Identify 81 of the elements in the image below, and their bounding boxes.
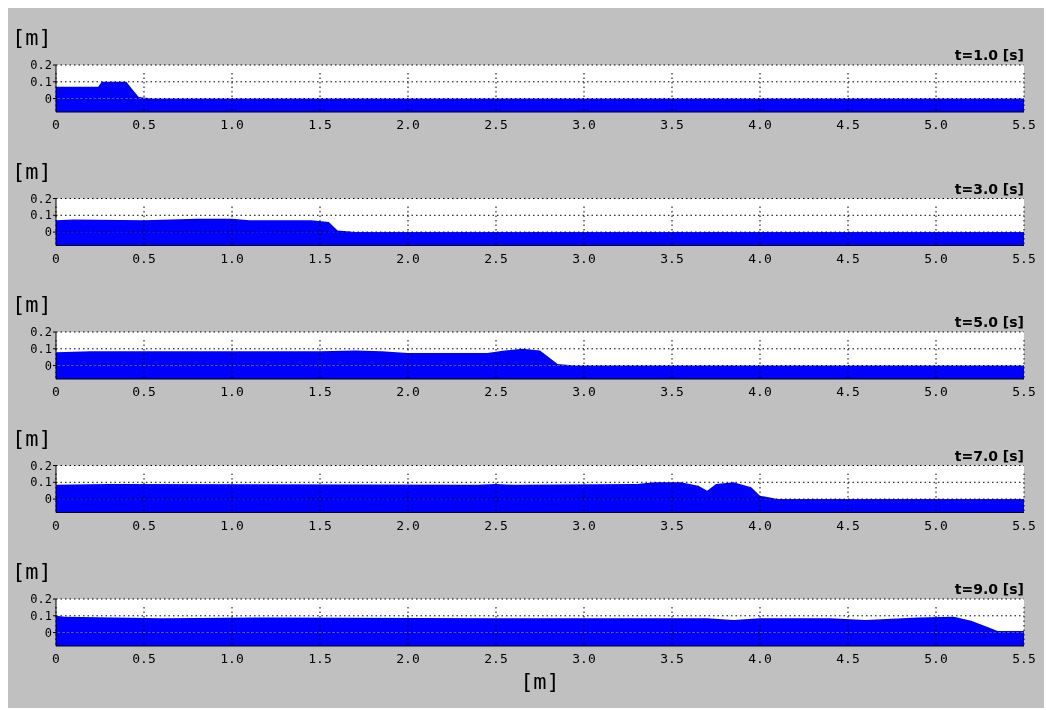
x-tick-label: 5.0 (924, 651, 948, 666)
x-axis-title: [m] (520, 669, 560, 694)
y-tick-label: 0.2 (30, 191, 52, 206)
x-tick-label: 2.0 (396, 384, 420, 399)
x-tick-label: 4.5 (836, 384, 860, 399)
x-tick-label: 1.0 (220, 517, 244, 533)
y-tick-label: 0 (44, 492, 52, 507)
x-tick-label: 3.5 (660, 651, 684, 666)
x-tick-label: 4.5 (836, 117, 860, 132)
x-tick-label: 3.5 (660, 517, 684, 533)
x-tick-label: 2.5 (484, 384, 508, 399)
x-tick-label: 1.5 (308, 517, 332, 533)
x-tick-label: 5.0 (924, 517, 948, 533)
y-tick-label: 0.1 (30, 608, 52, 623)
x-tick-label: 5.5 (1012, 250, 1036, 266)
x-tick-label: 5.0 (924, 384, 948, 399)
x-tick-label: 5.0 (924, 250, 948, 266)
x-tick-label: 5.5 (1012, 117, 1036, 132)
y-tick-label: 0 (44, 91, 52, 106)
chart-title: t=5.0 [s] (954, 314, 1024, 330)
x-tick-label: 0.5 (132, 517, 156, 533)
x-tick-label: 5.5 (1012, 517, 1036, 533)
x-tick-label: 3.0 (572, 517, 596, 533)
y-tick-label: 0.2 (30, 458, 52, 473)
x-tick-label: 3.0 (572, 250, 596, 266)
y-axis-title: [m] (12, 25, 52, 50)
x-tick-label: 5.5 (1012, 651, 1036, 666)
x-tick-label: 4.0 (748, 384, 772, 399)
x-tick-label: 4.0 (748, 250, 772, 266)
x-tick-label: 1.0 (220, 117, 244, 132)
chart-title: t=7.0 [s] (954, 447, 1024, 464)
y-axis-title: [m] (12, 158, 52, 184)
x-tick-label: 0.5 (132, 117, 156, 132)
y-tick-label: 0 (44, 225, 52, 240)
x-tick-label: 3.0 (572, 117, 596, 132)
x-tick-label: 3.0 (572, 384, 596, 399)
x-tick-label: 4.0 (748, 517, 772, 533)
y-axis-title: [m] (12, 292, 52, 317)
x-tick-label: 2.0 (396, 250, 420, 266)
x-tick-label: 1.5 (308, 384, 332, 399)
y-tick-label: 0.2 (30, 325, 52, 340)
y-tick-label: 0.2 (30, 58, 52, 73)
x-tick-label: 1.0 (220, 384, 244, 399)
y-tick-label: 0.1 (30, 341, 52, 356)
x-tick-label: 0.5 (132, 384, 156, 399)
x-tick-label: 4.0 (748, 117, 772, 132)
chart-title: t=1.0 [s] (954, 47, 1024, 63)
x-tick-label: 1.0 (220, 250, 244, 266)
x-tick-label: 3.5 (660, 250, 684, 266)
y-tick-label: 0.1 (30, 74, 52, 89)
x-tick-label: 4.5 (836, 651, 860, 666)
x-tick-label: 3.5 (660, 117, 684, 132)
x-tick-label: 4.5 (836, 250, 860, 266)
x-tick-label: 3.5 (660, 384, 684, 399)
x-tick-label: 2.5 (484, 517, 508, 533)
y-tick-label: 0 (44, 358, 52, 373)
x-tick-label: 2.0 (396, 651, 420, 666)
x-tick-label: 4.5 (836, 517, 860, 533)
chart-title: t=3.0 [s] (954, 180, 1024, 197)
x-tick-label: 1.5 (308, 250, 332, 266)
y-tick-label: 0.1 (30, 475, 52, 490)
x-tick-label: 2.5 (484, 117, 508, 132)
x-tick-label: 1.5 (308, 651, 332, 666)
x-tick-label: 2.5 (484, 651, 508, 666)
y-axis-title: [m] (12, 559, 52, 584)
y-tick-label: 0.1 (30, 208, 52, 223)
x-tick-label: 0.5 (132, 651, 156, 666)
x-tick-label: 2.0 (396, 517, 420, 533)
x-tick-label: 2.0 (396, 117, 420, 132)
x-tick-label: 3.0 (572, 651, 596, 666)
x-tick-label: 5.0 (924, 117, 948, 132)
x-tick-label: 4.0 (748, 651, 772, 666)
chart-title: t=9.0 [s] (954, 581, 1024, 597)
x-tick-label: 1.0 (220, 651, 244, 666)
y-axis-title: [m] (12, 425, 52, 451)
x-tick-label: 2.5 (484, 250, 508, 266)
y-tick-label: 0 (44, 625, 52, 640)
y-tick-label: 0.2 (30, 592, 52, 607)
x-tick-label: 1.5 (308, 117, 332, 132)
x-tick-label: 0.5 (132, 250, 156, 266)
x-tick-label: 5.5 (1012, 384, 1036, 399)
